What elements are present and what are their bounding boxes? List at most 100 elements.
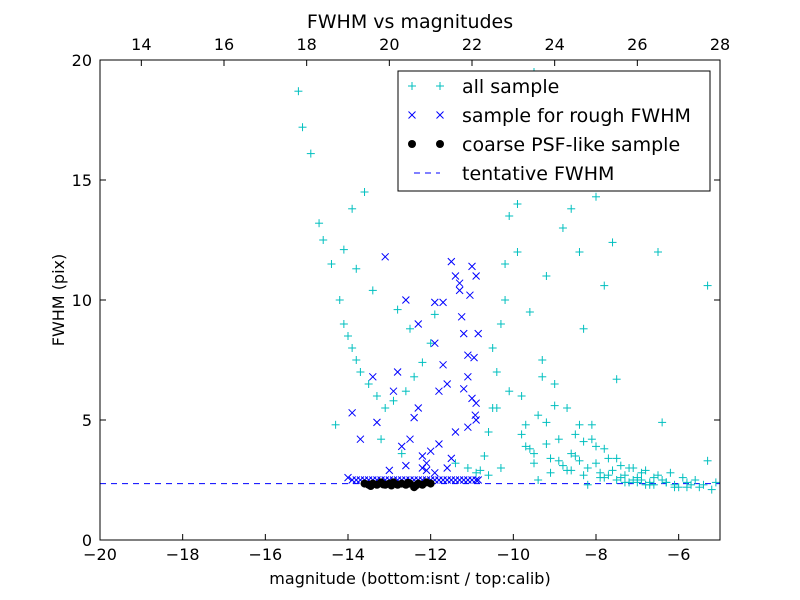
data-point bbox=[443, 476, 452, 484]
data-point bbox=[699, 480, 708, 489]
data-point bbox=[538, 372, 547, 381]
data-point bbox=[451, 476, 460, 484]
data-point bbox=[563, 404, 572, 412]
data-point bbox=[339, 245, 348, 254]
data-point bbox=[530, 449, 538, 458]
legend-swatch bbox=[436, 111, 444, 119]
data-point bbox=[447, 454, 456, 463]
data-point bbox=[546, 454, 555, 463]
data-point bbox=[389, 387, 398, 396]
data-point bbox=[521, 442, 530, 451]
data-point bbox=[468, 262, 476, 271]
data-point bbox=[583, 464, 592, 472]
data-point bbox=[587, 435, 596, 444]
data-point bbox=[637, 468, 646, 477]
data-point bbox=[608, 238, 617, 247]
data-point bbox=[331, 420, 340, 429]
legend-item: tentative FWHM bbox=[414, 163, 614, 185]
data-point bbox=[393, 368, 402, 376]
data-point bbox=[459, 476, 468, 484]
chart-title: FWHM vs magnitudes bbox=[307, 11, 513, 33]
data-point bbox=[412, 481, 421, 490]
data-point bbox=[513, 248, 522, 256]
data-point bbox=[501, 260, 510, 268]
data-point bbox=[658, 476, 667, 484]
data-point bbox=[525, 308, 534, 316]
data-point bbox=[352, 476, 361, 484]
data-point bbox=[406, 435, 414, 444]
data-point bbox=[451, 272, 460, 280]
data-point bbox=[402, 296, 410, 304]
legend-swatch bbox=[408, 82, 416, 90]
data-point bbox=[534, 411, 543, 420]
data-point bbox=[356, 435, 365, 444]
data-point bbox=[620, 478, 629, 487]
data-point bbox=[575, 456, 584, 465]
data-point bbox=[496, 320, 505, 328]
data-point bbox=[418, 358, 427, 367]
data-point bbox=[435, 387, 443, 396]
series-0 bbox=[294, 68, 720, 494]
data-point bbox=[439, 360, 447, 369]
data-point bbox=[348, 408, 356, 417]
x-tick-label: −20 bbox=[83, 545, 117, 564]
data-point bbox=[633, 478, 642, 487]
data-point bbox=[654, 248, 662, 256]
data-point bbox=[575, 420, 584, 429]
data-point bbox=[439, 476, 447, 484]
plot-area bbox=[99, 59, 721, 541]
data-point bbox=[464, 351, 472, 360]
data-point bbox=[596, 473, 605, 482]
data-point bbox=[654, 471, 662, 480]
data-point bbox=[695, 483, 704, 492]
data-point bbox=[517, 392, 526, 400]
data-point bbox=[466, 291, 474, 300]
data-point bbox=[592, 192, 600, 201]
data-point bbox=[546, 468, 555, 477]
data-point bbox=[381, 252, 390, 261]
data-point bbox=[567, 204, 576, 213]
data-point bbox=[550, 380, 559, 388]
data-point bbox=[612, 454, 621, 463]
data-point bbox=[352, 356, 361, 364]
data-point bbox=[377, 435, 386, 444]
data-point bbox=[472, 468, 481, 477]
top-x-tick-label: 18 bbox=[296, 35, 316, 54]
data-point bbox=[360, 188, 369, 196]
data-point bbox=[703, 456, 712, 465]
data-point bbox=[505, 212, 514, 220]
top-x-tick-label: 14 bbox=[131, 35, 151, 54]
data-point bbox=[455, 279, 464, 288]
data-point bbox=[476, 466, 485, 475]
legend-item: coarse PSF-like sample bbox=[408, 134, 680, 156]
legend-swatch bbox=[408, 111, 416, 119]
data-point bbox=[447, 257, 456, 266]
data-point bbox=[637, 476, 646, 484]
data-point bbox=[521, 420, 530, 429]
y-axis-label: FWHM (pix) bbox=[49, 254, 68, 347]
data-point bbox=[550, 401, 559, 410]
data-point bbox=[641, 466, 650, 475]
data-point bbox=[567, 466, 576, 475]
data-point bbox=[604, 454, 613, 463]
data-point bbox=[335, 296, 344, 304]
data-point bbox=[658, 418, 667, 427]
data-point bbox=[397, 442, 406, 451]
data-point bbox=[356, 368, 365, 376]
data-point bbox=[558, 461, 567, 470]
data-point bbox=[496, 464, 505, 472]
data-point bbox=[472, 476, 480, 484]
data-point bbox=[629, 476, 638, 484]
x-tick-label: −10 bbox=[496, 545, 530, 564]
data-point bbox=[505, 387, 514, 396]
data-point bbox=[387, 481, 396, 490]
x-tick-label: −18 bbox=[166, 545, 200, 564]
data-point bbox=[567, 449, 576, 458]
data-point bbox=[366, 482, 375, 490]
data-point bbox=[447, 476, 456, 484]
data-point bbox=[530, 459, 538, 468]
legend-item: sample for rough FWHM bbox=[408, 105, 691, 127]
data-point bbox=[459, 384, 468, 393]
y-axis: 0 5 10 15 20 bbox=[72, 51, 720, 550]
data-point bbox=[379, 480, 388, 489]
